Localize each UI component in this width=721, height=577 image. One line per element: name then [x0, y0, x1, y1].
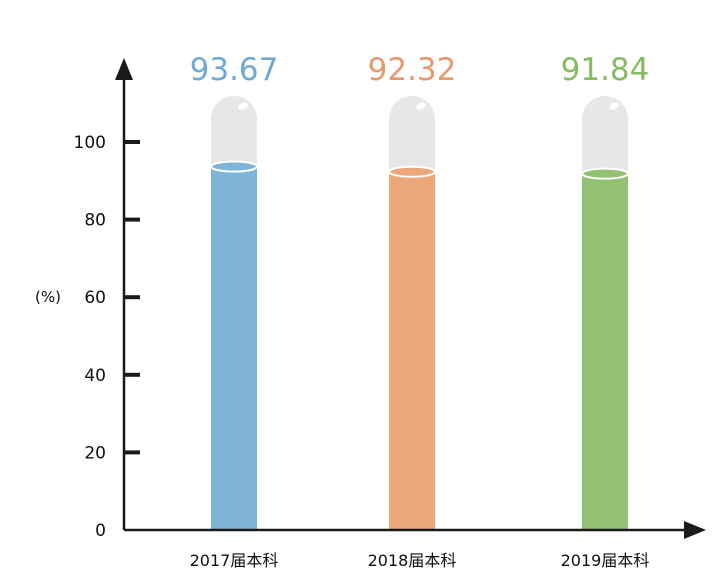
test-tube-bar: 92.32	[368, 52, 457, 530]
y-tick-label: 60	[84, 288, 106, 308]
x-category-label: 2017届本科	[190, 551, 279, 570]
y-axis-unit-label: (%)	[35, 288, 61, 306]
x-category-label: 2018届本科	[368, 551, 457, 570]
tube-liquid	[582, 173, 628, 530]
data-value-label: 91.84	[561, 52, 650, 88]
test-tube-bar: 91.84	[561, 52, 650, 530]
tube-liquid-surface	[581, 167, 629, 180]
x-axis-arrow	[684, 521, 706, 539]
tube-highlight	[609, 102, 619, 110]
y-tick-label: 100	[74, 133, 106, 153]
tube-liquid-surface	[388, 165, 436, 178]
y-tick-label: 40	[84, 366, 106, 386]
test-tube-bar: 93.67	[190, 52, 279, 530]
y-tick-label: 80	[84, 211, 106, 231]
tube-highlight	[238, 102, 248, 110]
x-category-label: 2019届本科	[561, 551, 650, 570]
tube-liquid-surface	[210, 160, 258, 173]
category-labels: 2017届本科 2018届本科 2019届本科	[190, 551, 650, 570]
tube-liquid	[389, 171, 435, 530]
y-tick-label: 20	[84, 443, 106, 463]
data-value-label: 92.32	[368, 52, 457, 88]
tube-liquid	[211, 166, 257, 530]
data-value-label: 93.67	[190, 52, 279, 88]
y-ticks: 0 20 40 60 80 100	[74, 133, 140, 541]
tube-highlight	[416, 102, 426, 110]
axes	[115, 58, 706, 539]
y-axis-arrow	[115, 58, 133, 80]
y-tick-label: 0	[95, 521, 106, 541]
test-tube-bars: 93.67 92.32 91.84	[190, 52, 650, 530]
